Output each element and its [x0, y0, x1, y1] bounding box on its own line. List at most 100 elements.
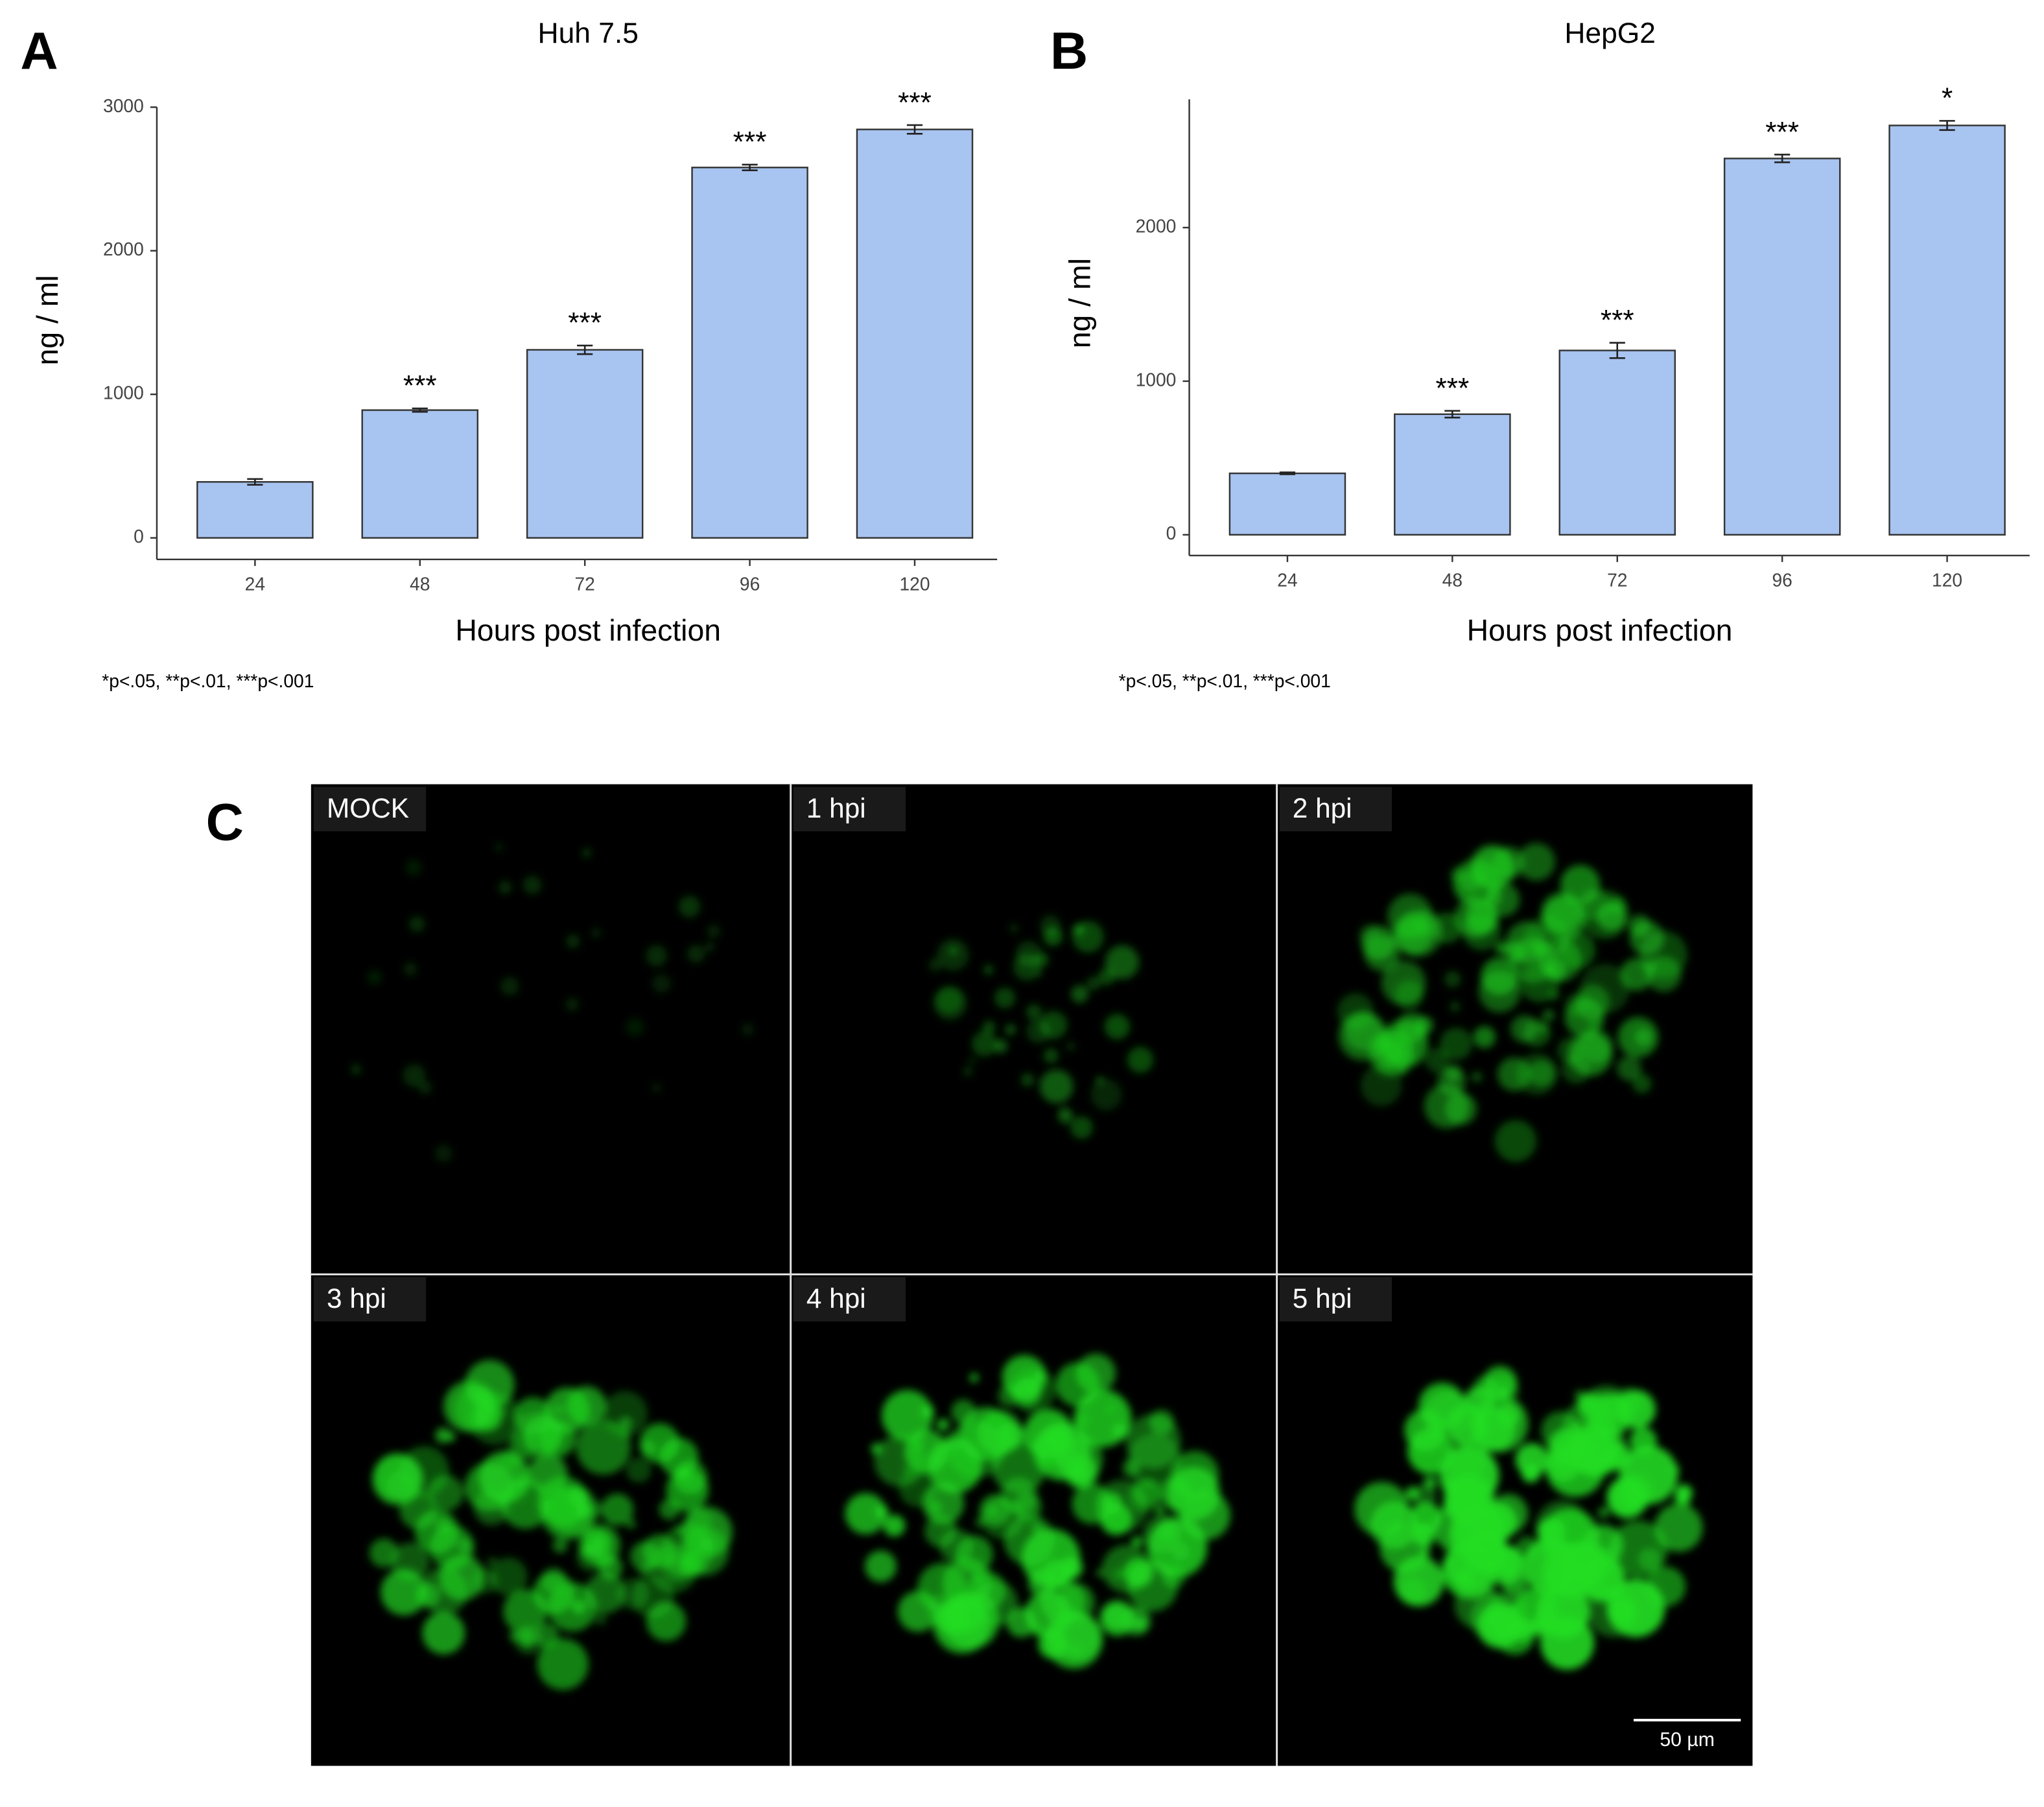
- x-tick-label: 48: [410, 574, 430, 595]
- cell-signal: [707, 924, 721, 938]
- cell-signal: [1617, 1056, 1642, 1081]
- cell-signal: [871, 1443, 883, 1455]
- cell-signal: [1400, 1577, 1427, 1605]
- chart-title: HepG2: [1564, 18, 1656, 49]
- cell-signal: [1031, 1623, 1044, 1636]
- microscopy-image: [369, 1360, 733, 1690]
- cell-signal: [646, 945, 668, 967]
- error-bar: [577, 344, 593, 355]
- cell-signal: [1580, 890, 1629, 939]
- cell-signal: [882, 1389, 934, 1442]
- cell-signal: [998, 1385, 1020, 1407]
- bar: [1888, 124, 2006, 536]
- cell-signal: [1586, 1015, 1603, 1032]
- cell-signal: [1413, 1484, 1437, 1507]
- cell-signal: [512, 1457, 521, 1465]
- x-tick-label: 120: [1932, 570, 1962, 591]
- bar: [1228, 472, 1346, 536]
- error-bar: [1279, 471, 1296, 475]
- y-tick-label: 1000: [103, 383, 144, 403]
- cell-signal: [1506, 921, 1548, 963]
- cell-signal: [1470, 1406, 1516, 1452]
- cell-signal: [1423, 1476, 1437, 1490]
- cell-signal: [576, 1420, 631, 1475]
- cell-signal: [626, 1018, 644, 1036]
- x-tick-label: 96: [1772, 570, 1792, 591]
- cell-signal: [1599, 1393, 1628, 1423]
- cell-signal: [1450, 1001, 1461, 1012]
- cell-signal: [565, 997, 580, 1011]
- cell-signal: [1106, 1404, 1116, 1413]
- significance-label: ***: [403, 370, 437, 402]
- cell-signal: [494, 842, 504, 852]
- cell-signal: [523, 875, 542, 895]
- cell-signal: [381, 1568, 427, 1616]
- cell-signal: [1507, 1616, 1531, 1640]
- cell-signal: [519, 1630, 536, 1648]
- cell-signal: [1098, 968, 1115, 986]
- significance-label: ***: [1601, 305, 1634, 337]
- cell-signal: [1142, 1515, 1182, 1554]
- bar: [856, 128, 974, 539]
- cell-signal: [1020, 1073, 1035, 1087]
- cell-signal: [1440, 1027, 1473, 1060]
- cell-signal: [594, 1612, 607, 1625]
- cell-signal: [1013, 954, 1040, 981]
- cell-signal: [420, 1567, 468, 1615]
- cell-signal: [403, 1064, 426, 1087]
- cell-signal: [1425, 1048, 1450, 1073]
- cell-signal: [1155, 1505, 1166, 1516]
- cell-signal: [1628, 914, 1651, 937]
- cell-signal: [1517, 843, 1555, 881]
- cell-signal: [963, 1067, 973, 1076]
- cell-signal: [1486, 882, 1520, 917]
- cell-signal: [1413, 1523, 1436, 1546]
- cell-signal: [1433, 1501, 1485, 1553]
- cell-signal: [883, 1515, 906, 1537]
- bar: [1558, 349, 1676, 536]
- cell-signal: [1439, 1446, 1499, 1506]
- cell-signal: [1497, 1057, 1531, 1091]
- cell-signal: [1632, 1074, 1652, 1094]
- cell-signal: [705, 941, 715, 952]
- error-bar: [1939, 120, 1955, 131]
- cell-signal: [409, 916, 425, 932]
- cell-signal: [678, 895, 701, 917]
- cell-signal: [1542, 1009, 1555, 1021]
- cell-signal: [1477, 1603, 1523, 1649]
- tile-label: MOCK: [327, 793, 409, 823]
- y-tick-label: 0: [1166, 523, 1177, 543]
- cell-signal: [1588, 1587, 1639, 1638]
- error-bar: [1609, 342, 1625, 359]
- cell-signal: [1149, 1410, 1175, 1435]
- cell-signal: [1040, 1579, 1085, 1624]
- cell-signal: [1112, 1423, 1129, 1439]
- cell-signal: [933, 986, 967, 1021]
- cell-signal: [566, 934, 580, 949]
- cell-signal: [1397, 1065, 1408, 1076]
- cell-signal: [1394, 980, 1424, 1010]
- cell-signal: [1407, 1428, 1453, 1474]
- cell-signal: [1133, 1617, 1147, 1631]
- cell-signal: [1009, 924, 1018, 933]
- cell-signal: [422, 1611, 465, 1655]
- cell-signal: [534, 1623, 559, 1648]
- x-tick-label: 120: [899, 574, 930, 595]
- cell-signal: [1057, 1107, 1072, 1122]
- cell-signal: [583, 1529, 611, 1557]
- cell-signal: [465, 1462, 515, 1512]
- cell-signal: [1099, 1600, 1136, 1636]
- cell-signal: [1444, 971, 1461, 988]
- cell-signal: [1568, 1444, 1577, 1452]
- panel-label: A: [20, 22, 58, 80]
- cell-signal: [403, 962, 417, 976]
- error-bar: [412, 407, 428, 413]
- panel-label: B: [1050, 22, 1088, 80]
- cell-signal: [446, 1432, 456, 1442]
- cell-signal: [576, 1504, 591, 1519]
- cell-signal: [418, 1081, 432, 1095]
- microscopy-image: [928, 915, 1154, 1139]
- cell-signal: [1461, 871, 1482, 892]
- cell-signal: [1639, 930, 1687, 979]
